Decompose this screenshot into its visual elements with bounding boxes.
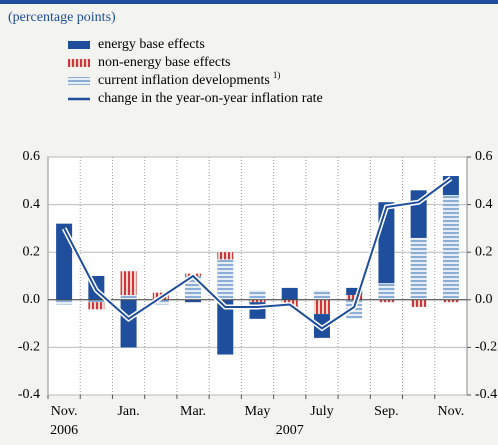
top-bar bbox=[0, 0, 498, 4]
x-tick-label: Nov. bbox=[438, 404, 465, 419]
y-tick-label: -0.2 bbox=[18, 340, 40, 355]
bar bbox=[56, 223, 73, 300]
bar bbox=[217, 259, 234, 300]
legend-swatch bbox=[68, 59, 90, 67]
y-tick-label: 0.0 bbox=[23, 292, 41, 307]
legend-label: current inflation developments 1) bbox=[98, 70, 280, 88]
bar bbox=[281, 287, 298, 300]
year-label: 2006 bbox=[50, 423, 78, 438]
y2-tick-label: 0.6 bbox=[475, 149, 493, 164]
bar bbox=[346, 295, 363, 300]
bar bbox=[313, 299, 330, 315]
bar bbox=[410, 237, 427, 300]
y-tick-label: 0.6 bbox=[23, 149, 41, 164]
x-tick-label: Jan. bbox=[117, 404, 139, 419]
legend-text: change in the year-on-year inflation rat… bbox=[98, 91, 323, 106]
y2-tick-label: 0.0 bbox=[475, 292, 493, 307]
bar bbox=[410, 299, 427, 307]
x-tick-label: July bbox=[310, 404, 333, 419]
bar bbox=[120, 271, 137, 296]
legend-text: non-energy base effects bbox=[98, 55, 230, 70]
bar bbox=[313, 290, 330, 300]
bar bbox=[152, 299, 169, 305]
bar bbox=[346, 287, 363, 296]
legend-text: current inflation developments bbox=[98, 73, 270, 88]
footnote-marker: 1) bbox=[273, 70, 281, 80]
legend-swatch bbox=[68, 41, 90, 49]
legend-label: energy base effects bbox=[98, 37, 205, 52]
bar bbox=[185, 299, 202, 303]
bar bbox=[378, 299, 395, 303]
plot-area bbox=[47, 156, 468, 396]
y2-tick-label: 0.4 bbox=[475, 197, 493, 212]
bar bbox=[378, 283, 395, 300]
year-label: 2007 bbox=[276, 423, 304, 438]
bar bbox=[249, 290, 266, 300]
legend-text: energy base effects bbox=[98, 37, 205, 52]
bar bbox=[120, 295, 137, 300]
y-tick-label: 0.2 bbox=[23, 244, 41, 259]
y2-tick-label: -0.2 bbox=[475, 340, 497, 355]
legend-label: non-energy base effects bbox=[98, 55, 230, 70]
x-tick-label: May bbox=[245, 404, 271, 419]
y-tick-label: 0.4 bbox=[23, 197, 41, 212]
x-tick-label: Mar. bbox=[180, 404, 206, 419]
bar bbox=[442, 299, 459, 303]
y2-tick-label: -0.4 bbox=[475, 387, 497, 402]
bar bbox=[56, 299, 73, 305]
bar bbox=[217, 252, 234, 260]
bar bbox=[217, 299, 234, 355]
bar bbox=[120, 299, 137, 348]
x-tick-label: Sep. bbox=[374, 404, 399, 419]
bar bbox=[88, 302, 105, 310]
legend-label: change in the year-on-year inflation rat… bbox=[98, 91, 323, 106]
bar bbox=[249, 299, 266, 303]
x-tick-label: Nov. bbox=[51, 404, 78, 419]
line bbox=[63, 177, 452, 330]
subtitle: (percentage points) bbox=[8, 10, 116, 25]
bar bbox=[88, 299, 105, 303]
y2-tick-label: 0.2 bbox=[475, 244, 493, 259]
y-tick-label: -0.4 bbox=[18, 387, 40, 402]
legend-swatch bbox=[68, 77, 90, 85]
bar bbox=[442, 195, 459, 300]
